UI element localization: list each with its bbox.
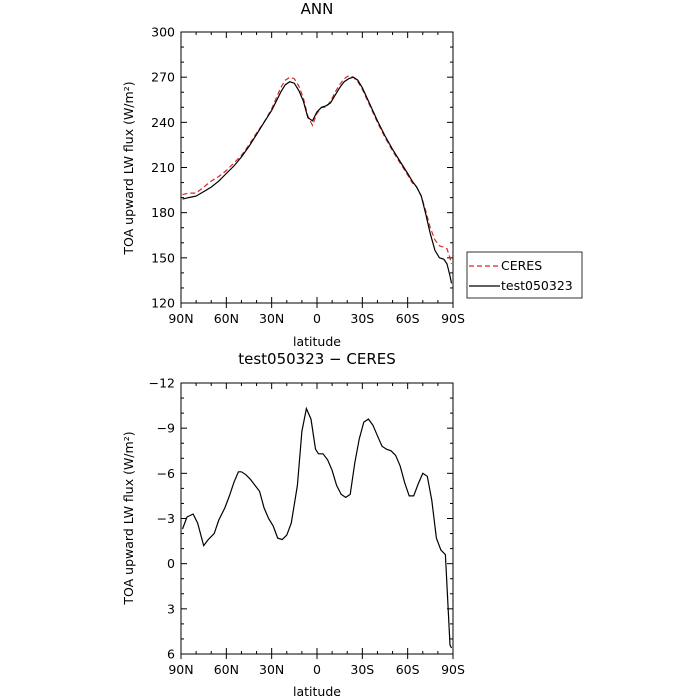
bottom-panel: test050323 − CERES 6 3 0 −3 −6 −9 −12 90N 60N 30… (121, 350, 465, 699)
x-tick-label: 30N (259, 311, 284, 326)
y-tick-label: −6 (157, 466, 175, 481)
x-tick-label: 60N (214, 662, 239, 677)
y-tick-label: 270 (151, 70, 175, 85)
y-tick-label: 210 (151, 160, 175, 175)
y-tick-label: 6 (167, 647, 175, 662)
x-tick-label: 90S (441, 311, 465, 326)
bottom-plot-frame (180, 382, 454, 655)
bottom-tick-marks (180, 382, 454, 659)
y-tick-label: 0 (167, 556, 175, 571)
top-y-axis-label: TOA upward LW flux (W/m²) (121, 81, 136, 255)
y-tick-label: 3 (167, 601, 175, 616)
legend-box (466, 251, 583, 299)
y-tick-label: 150 (151, 250, 175, 265)
test050323-series-line (182, 76, 453, 284)
x-tick-label: 0 (313, 311, 321, 326)
x-tick-label: 60N (214, 311, 239, 326)
top-tick-marks (180, 31, 454, 308)
y-tick-label: −9 (157, 421, 175, 436)
top-chart-title: ANN (301, 0, 334, 18)
legend-label-ceres: CERES (501, 258, 542, 273)
x-tick-label: 0 (313, 662, 321, 677)
x-tick-label: 90N (168, 311, 193, 326)
y-tick-label: 180 (151, 205, 175, 220)
bottom-y-axis-label: TOA upward LW flux (W/m²) (121, 431, 136, 605)
ceres-series-line (182, 75, 453, 265)
y-tick-label: 240 (151, 115, 175, 130)
top-plot-frame (180, 31, 454, 304)
y-tick-label: −12 (149, 376, 175, 391)
x-tick-label: 30N (259, 662, 284, 677)
top-panel: ANN 120 150 180 210 240 270 300 90N 60N 30N 0 30S 6… (121, 0, 465, 349)
x-tick-label: 90S (441, 662, 465, 677)
legend-label-test050323: test050323 (501, 278, 573, 293)
y-tick-label: 120 (151, 296, 175, 311)
x-tick-label: 30S (350, 311, 374, 326)
x-tick-label: 90N (168, 662, 193, 677)
legend: CERES test050323 (466, 251, 583, 299)
top-y-tick-labels: 120 150 180 210 240 270 300 (151, 25, 175, 311)
top-x-axis-label: latitude (293, 334, 341, 349)
x-tick-label: 60S (396, 662, 420, 677)
bottom-x-tick-labels: 90N 60N 30N 0 30S 60S 90S (168, 662, 465, 677)
difference-series-line (181, 406, 453, 649)
x-tick-label: 60S (396, 311, 420, 326)
y-tick-label: −3 (157, 511, 175, 526)
x-tick-label: 30S (350, 662, 374, 677)
top-x-tick-labels: 90N 60N 30N 0 30S 60S 90S (168, 311, 465, 326)
bottom-y-tick-labels: 6 3 0 −3 −6 −9 −12 (149, 376, 175, 662)
bottom-x-axis-label: latitude (293, 684, 341, 699)
y-tick-label: 300 (151, 25, 175, 40)
bottom-chart-title: test050323 − CERES (238, 350, 396, 368)
